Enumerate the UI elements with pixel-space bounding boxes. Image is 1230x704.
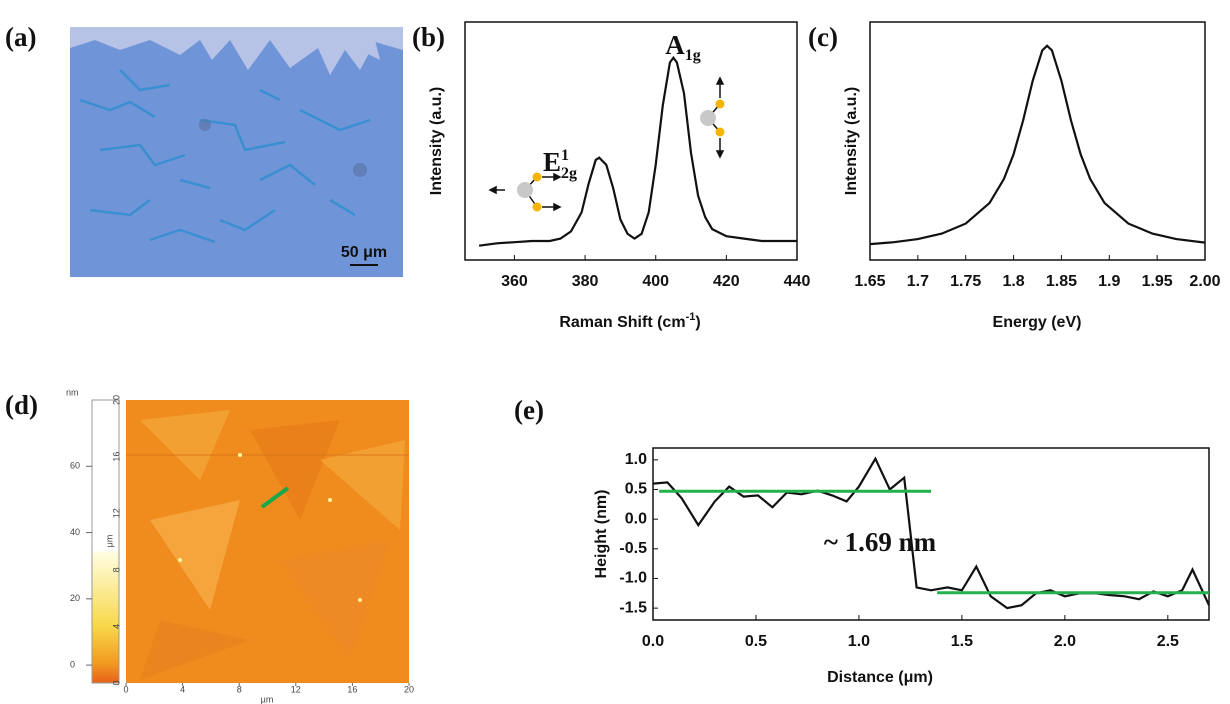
- x-tick-label: 1.85: [1046, 273, 1077, 290]
- afm-y-tick-label: 8: [111, 567, 121, 572]
- x-tick-label: 0.0: [642, 633, 664, 650]
- colorbar-tick-label: 20: [70, 593, 80, 603]
- data-line: [652, 456, 1210, 610]
- plot-frame: [869, 21, 1206, 261]
- afm-image: [126, 400, 409, 683]
- y-tick-label: 1.0: [625, 451, 647, 468]
- x-tick-label: 1.75: [950, 273, 981, 290]
- afm-x-tick-label: 8: [237, 684, 242, 694]
- x-tick-label: 1.0: [848, 633, 870, 650]
- afm-x-tick-label: 16: [347, 684, 357, 694]
- x-tick-label: 1.95: [1142, 273, 1173, 290]
- x-tick-label: 1.8: [1002, 273, 1024, 290]
- x-tick-label: 360: [501, 273, 528, 290]
- x-tick-label: 0.5: [745, 633, 767, 650]
- x-tick-label: 380: [572, 273, 599, 290]
- colorbar-unit: nm: [66, 387, 79, 397]
- x-axis-label-part: Raman Shift (cm: [559, 314, 685, 331]
- x-tick-label: 2.0: [1054, 633, 1076, 650]
- x-tick-label: 400: [642, 273, 669, 290]
- afm-y-tick-label: 4: [111, 624, 121, 629]
- plot-frame: [652, 447, 1210, 621]
- x-axis-label-part: Energy (eV): [993, 314, 1082, 331]
- y-tick-label: -1.5: [619, 599, 647, 616]
- x-tick-label: 1.7: [907, 273, 929, 290]
- x-tick-label: 420: [713, 273, 740, 290]
- x-tick-label: 1.9: [1098, 273, 1120, 290]
- data-line: [869, 44, 1206, 246]
- colorbar-tick-label: 0: [70, 659, 75, 669]
- y-tick-label: -0.5: [619, 540, 647, 557]
- annotation-text: ~ 1.69 nm: [824, 527, 937, 557]
- panel-label: (b): [412, 22, 445, 52]
- afm-x-unit: μm: [261, 694, 274, 704]
- x-tick-label: 440: [784, 273, 811, 290]
- afm-x-tick-label: 20: [404, 684, 414, 694]
- x-axis-label: Raman Shift (cm-1): [559, 311, 700, 331]
- afm-x-tick-label: 12: [291, 684, 301, 694]
- panel-label: (c): [808, 22, 838, 52]
- afm-y-tick-label: 12: [111, 508, 121, 518]
- y-tick-label: 0.0: [625, 510, 647, 527]
- y-tick-label: -1.0: [619, 570, 647, 587]
- annotation-base: A: [665, 30, 685, 60]
- x-tick-label: 2.00: [1189, 273, 1220, 290]
- x-tick-label: 2.5: [1157, 633, 1179, 650]
- panel-label: (a): [5, 22, 36, 52]
- annotation-base: E: [543, 147, 561, 177]
- x-axis-label-part: ): [695, 314, 700, 331]
- y-axis-label: Intensity (a.u.): [843, 87, 860, 195]
- annotation: A1g: [665, 30, 701, 63]
- afm-x-tick-label: 0: [123, 684, 128, 694]
- afm-y-tick-label: 0: [111, 680, 121, 685]
- y-tick-label: 0.5: [625, 481, 647, 498]
- annotation-sub: 2g: [561, 165, 577, 182]
- colorbar: [91, 399, 120, 684]
- y-axis-label: Intensity (a.u.): [428, 87, 445, 195]
- x-axis-label-part: Distance (μm): [827, 669, 933, 686]
- x-axis-label: Energy (eV): [993, 314, 1082, 331]
- colorbar-tick-label: 60: [70, 461, 80, 471]
- y-axis-label: Height (nm): [593, 490, 610, 579]
- colorbar-tick-label: 40: [70, 527, 80, 537]
- data-line: [478, 55, 797, 247]
- plot-frame: [464, 21, 798, 261]
- afm-x-tick-label: 4: [180, 684, 185, 694]
- afm-y-unit: μm: [104, 535, 114, 548]
- annotation-sup: 1: [561, 147, 569, 164]
- annotation: ~ 1.69 nm: [824, 527, 937, 557]
- vibration-icons: [488, 76, 725, 212]
- panel-label: (d): [5, 390, 38, 420]
- x-axis-label: Distance (μm): [827, 669, 933, 686]
- annotation: E1 2g: [543, 147, 577, 182]
- x-tick-label: 1.65: [854, 273, 885, 290]
- optical-image: [70, 27, 403, 277]
- panel-label: (e): [514, 395, 544, 425]
- annotation-sub: 1g: [685, 47, 701, 64]
- scale-bar-label: 50 μm: [341, 244, 387, 261]
- afm-y-tick-label: 16: [111, 452, 121, 462]
- x-axis-label-part: -1: [686, 311, 696, 323]
- afm-y-tick-label: 20: [111, 395, 121, 405]
- x-tick-label: 1.5: [951, 633, 973, 650]
